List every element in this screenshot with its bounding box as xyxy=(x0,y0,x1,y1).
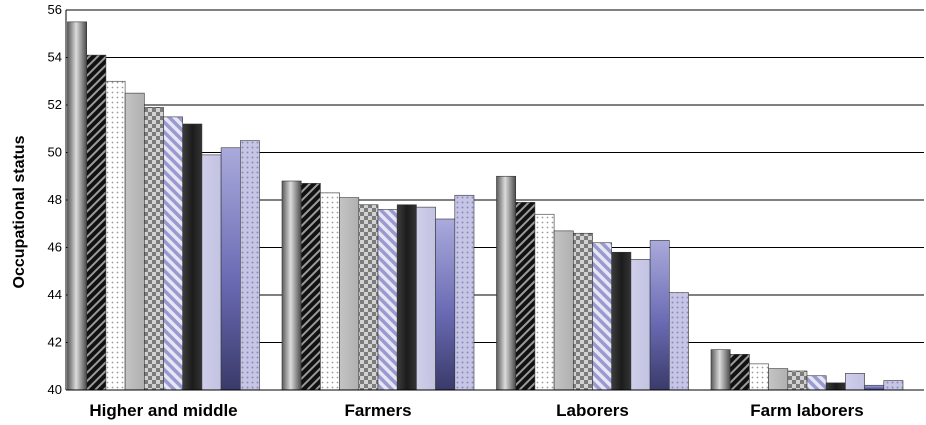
bar xyxy=(358,204,379,391)
bar xyxy=(435,218,456,391)
bar xyxy=(320,192,340,391)
bar xyxy=(649,240,670,391)
bar xyxy=(630,259,651,391)
bar xyxy=(864,384,885,391)
bar xyxy=(883,380,904,391)
category-label: Laborers xyxy=(556,401,629,420)
bar xyxy=(749,363,769,391)
bar xyxy=(825,382,846,391)
axes xyxy=(65,10,924,391)
y-tick-label: 48 xyxy=(48,192,62,207)
bar xyxy=(454,194,475,391)
bar xyxy=(220,147,241,391)
bar xyxy=(710,349,731,391)
bar xyxy=(163,116,184,391)
bar xyxy=(729,354,750,391)
bar xyxy=(182,123,203,391)
bar xyxy=(515,202,536,391)
bar xyxy=(553,230,574,391)
bar xyxy=(768,368,789,391)
y-tick-label: 52 xyxy=(48,97,62,112)
y-tick-label: 46 xyxy=(48,240,62,255)
category-label: Higher and middle xyxy=(89,401,237,420)
y-tick-label: 40 xyxy=(48,382,62,397)
bar xyxy=(592,242,613,391)
y-tick-label: 50 xyxy=(48,145,62,160)
category-label: Farm laborers xyxy=(750,401,863,420)
bar xyxy=(787,370,808,391)
bar xyxy=(201,154,222,391)
bars xyxy=(67,21,904,391)
bar xyxy=(377,209,398,391)
bar xyxy=(668,292,689,391)
bar xyxy=(86,54,107,391)
bar xyxy=(124,92,145,391)
bar xyxy=(281,180,302,391)
bar xyxy=(845,373,865,391)
bar xyxy=(496,175,517,391)
y-tick-label: 44 xyxy=(48,287,62,302)
y-tick-label: 42 xyxy=(48,335,62,350)
bar xyxy=(806,375,827,391)
y-axis-label: Occupational status xyxy=(11,135,28,288)
bar xyxy=(300,183,321,391)
bar xyxy=(67,21,88,391)
y-tick-label: 56 xyxy=(48,2,62,17)
bar xyxy=(339,197,360,391)
bar xyxy=(396,204,417,391)
bar xyxy=(105,80,126,391)
y-tick-label: 54 xyxy=(48,50,62,65)
bar xyxy=(534,213,555,391)
bar xyxy=(572,232,593,391)
y-tick-labels: 40 42 44 46 48 50 52 54 56 xyxy=(48,2,62,397)
bar xyxy=(240,140,260,391)
bar xyxy=(144,107,164,391)
bar xyxy=(416,206,436,391)
bar xyxy=(611,251,632,391)
category-labels: Higher and middle Farmers Laborers Farm lab… xyxy=(89,401,863,420)
category-label: Farmers xyxy=(344,401,411,420)
